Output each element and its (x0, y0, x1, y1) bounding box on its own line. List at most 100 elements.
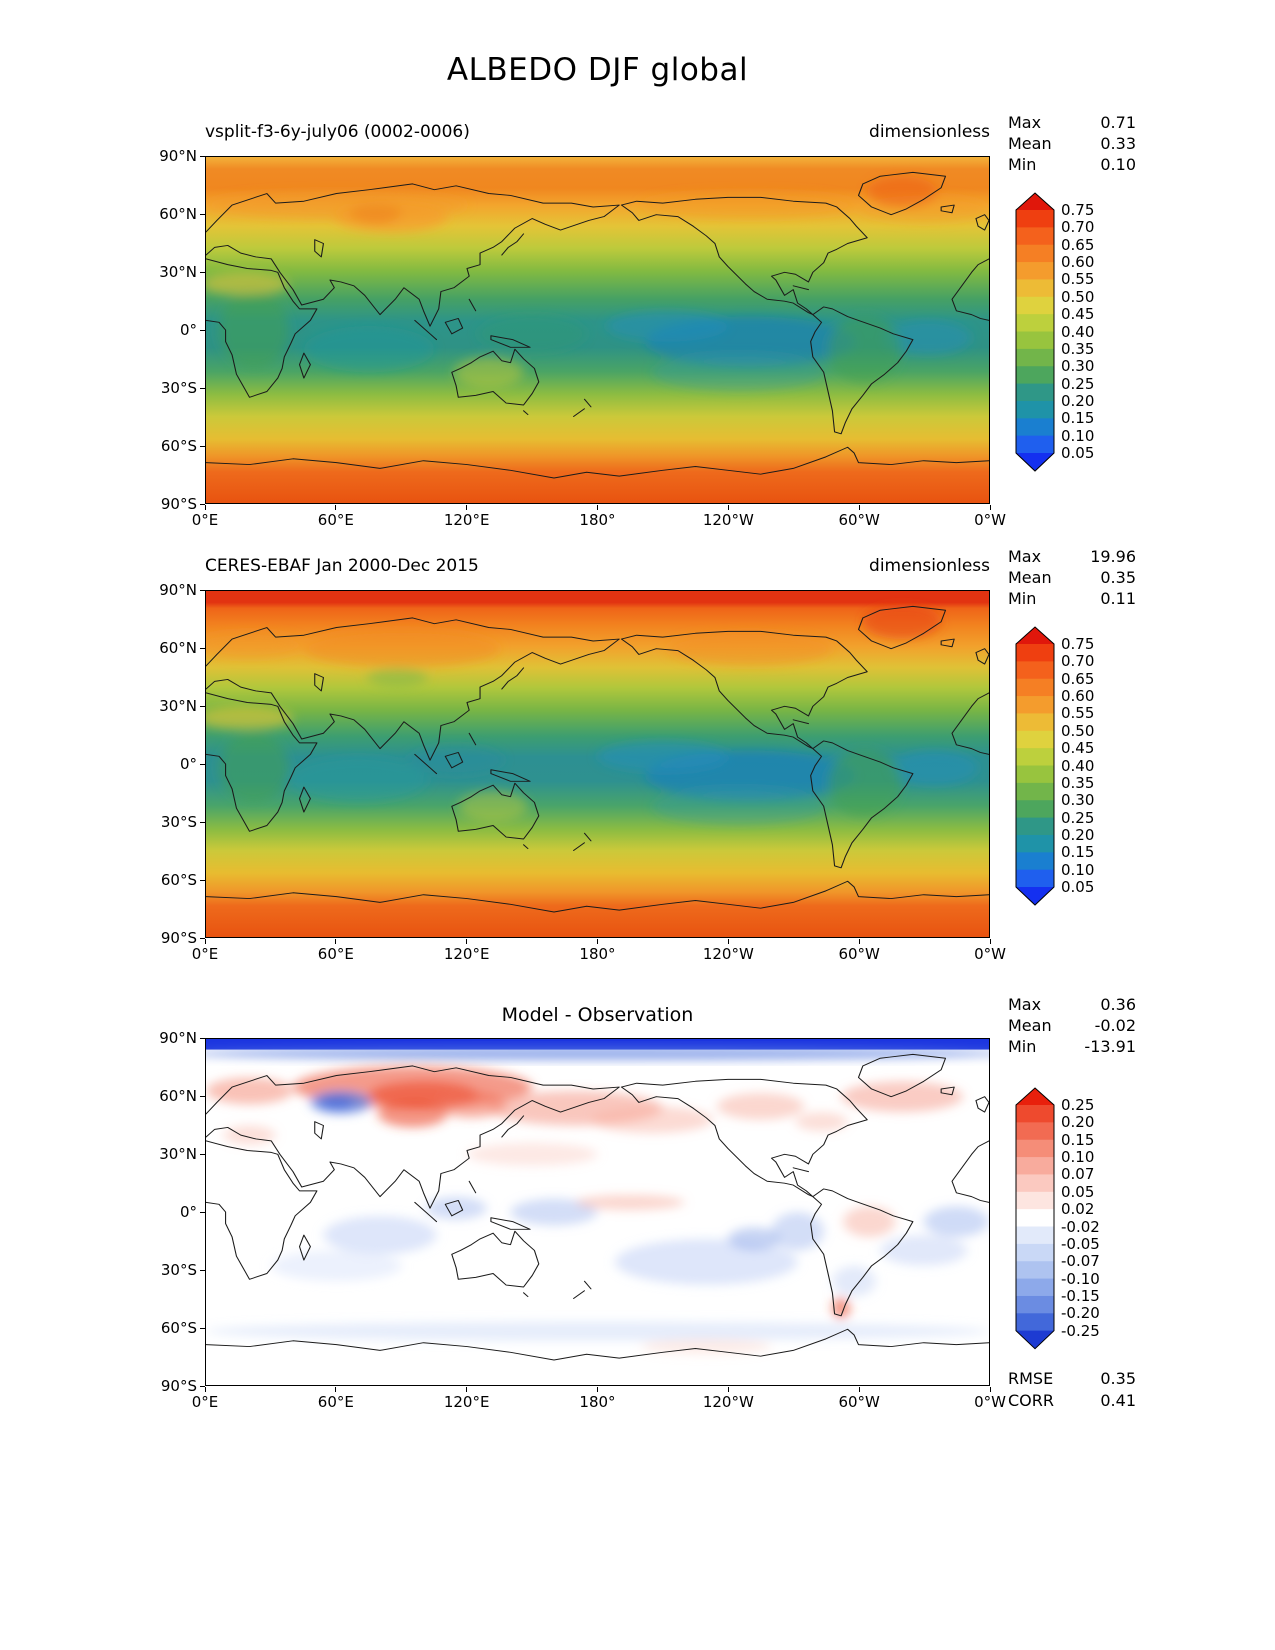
map-canvas (205, 156, 990, 504)
colorbar-tick-label: 0.50 (1061, 721, 1095, 740)
x-tickmark (858, 1387, 860, 1392)
y-tickmark (200, 387, 205, 389)
colorbar-tick-label: -0.25 (1061, 1321, 1100, 1340)
colorbar-tick-label: 0.75 (1061, 635, 1095, 653)
x-tick-label: 120°E (443, 1393, 490, 1411)
x-tick-label: 60°E (317, 1393, 354, 1411)
map-plot (206, 591, 989, 937)
stat-value: 0.11 (1100, 589, 1136, 608)
y-tick-label: 60°N (159, 205, 197, 223)
x-tick-label: 60°W (838, 511, 880, 529)
panel-subtitle: Model - Observation (501, 1004, 694, 1026)
x-tick-label: 60°W (838, 945, 880, 963)
y-tickmark (200, 503, 205, 505)
x-tick-label: 120°W (702, 945, 754, 963)
colorbar-tick-label: 0.05 (1061, 1182, 1095, 1201)
stat-label: Max (1008, 547, 1042, 566)
stat-label: Mean (1008, 1016, 1052, 1035)
x-tickmark (204, 939, 206, 944)
stat-row: Mean -0.02 (1008, 1015, 1136, 1036)
colorbar-tick-label: 0.10 (1061, 426, 1095, 445)
x-tickmark (727, 505, 729, 510)
colorbar-tick-label: 0.20 (1061, 825, 1095, 844)
x-tickmark (858, 505, 860, 510)
y-tickmark (200, 879, 205, 881)
colorbar-tick-label: -0.20 (1061, 1304, 1100, 1323)
y-tick-label: 0° (179, 321, 197, 339)
stat-value: 19.96 (1090, 547, 1136, 566)
y-tickmark (200, 705, 205, 707)
colorbar-tick-label: 0.05 (1061, 444, 1095, 463)
y-tickmark (200, 445, 205, 447)
y-tickmark (200, 271, 205, 273)
stat-row: Mean 0.33 (1008, 133, 1136, 154)
colorbar-tick-label: -0.15 (1061, 1286, 1100, 1305)
stat-value: -0.02 (1094, 1016, 1136, 1035)
x-tickmark (466, 939, 468, 944)
x-tick-label: 60°W (838, 1393, 880, 1411)
stat-value: 0.36 (1100, 995, 1136, 1014)
stat-label: Min (1008, 155, 1037, 174)
y-tick-label: 90°S (160, 929, 197, 947)
stat-row: Min 0.11 (1008, 588, 1136, 609)
x-tick-label: 180° (579, 1393, 616, 1411)
stat-label: RMSE (1008, 1369, 1054, 1388)
colorbar-tick-label: 0.30 (1061, 357, 1095, 376)
y-tickmark (200, 1153, 205, 1155)
colorbar-tick-label: 0.15 (1061, 843, 1095, 862)
colorbar-tick-label: 0.60 (1061, 253, 1095, 272)
y-tickmark (200, 155, 205, 157)
colorbar-tick-label: 0.25 (1061, 1096, 1095, 1114)
stat-label: Min (1008, 1037, 1037, 1056)
y-tick-label: 60°S (160, 871, 197, 889)
x-tickmark (466, 1387, 468, 1392)
x-tick-label: 60°E (317, 511, 354, 529)
colorbar-tick-label: 0.75 (1061, 201, 1095, 219)
y-tick-label: 90°N (159, 147, 197, 165)
x-tick-label: 0°E (191, 511, 219, 529)
y-tick-label: 30°S (160, 1261, 197, 1279)
map-canvas (205, 1038, 990, 1386)
x-tickmark (727, 939, 729, 944)
colorbar (1015, 626, 1055, 906)
x-tickmark (597, 1387, 598, 1392)
map-canvas (205, 590, 990, 938)
x-tickmark (989, 1387, 991, 1392)
colorbar-tick-label: 0.07 (1061, 1165, 1095, 1184)
y-tick-label: 60°N (159, 639, 197, 657)
colorbar-tick-label: 0.15 (1061, 1130, 1095, 1149)
x-tick-label: 120°W (702, 511, 754, 529)
colorbar-tick-label: 0.30 (1061, 791, 1095, 810)
panel-header: Model - Observation (205, 1004, 990, 1026)
colorbar-tick-label: 0.45 (1061, 739, 1095, 758)
stat-value: 0.71 (1100, 113, 1136, 132)
colorbar-tick-label: 0.55 (1061, 704, 1095, 723)
colorbar-tick-label: -0.02 (1061, 1217, 1100, 1236)
y-tick-label: 60°S (160, 437, 197, 455)
colorbar-tick-label: 0.10 (1061, 860, 1095, 879)
stat-value: 0.33 (1100, 134, 1136, 153)
colorbar-tick-label: 0.35 (1061, 773, 1095, 792)
x-tick-label: 0°W (974, 1393, 1006, 1411)
x-tickmark (989, 505, 991, 510)
stat-value: -13.91 (1084, 1037, 1136, 1056)
colorbar-tick-label: -0.05 (1061, 1234, 1100, 1253)
y-tick-label: 0° (179, 755, 197, 773)
stat-value: 0.41 (1100, 1391, 1136, 1410)
stat-row: Max 0.71 (1008, 112, 1136, 133)
x-tick-label: 0°W (974, 945, 1006, 963)
stat-label: CORR (1008, 1391, 1054, 1410)
stat-label: Min (1008, 589, 1037, 608)
stat-row: Max 0.36 (1008, 994, 1136, 1015)
colorbar-tick-label: 0.65 (1061, 669, 1095, 688)
y-tickmark (200, 1211, 205, 1213)
colorbar-tick-label: 0.02 (1061, 1200, 1095, 1219)
y-tickmark (200, 763, 205, 765)
panel-difference: Model - Observation Max 0.36 Mean -0.02 Min -… (0, 990, 1275, 1440)
y-tick-label: 30°N (159, 263, 197, 281)
panel-subtitle: vsplit-f3-6y-july06 (0002-0006) (205, 122, 470, 142)
stat-label: Max (1008, 995, 1042, 1014)
stat-row: Min 0.10 (1008, 154, 1136, 175)
y-tick-label: 90°N (159, 581, 197, 599)
colorbar-tick-label: 0.40 (1061, 322, 1095, 341)
